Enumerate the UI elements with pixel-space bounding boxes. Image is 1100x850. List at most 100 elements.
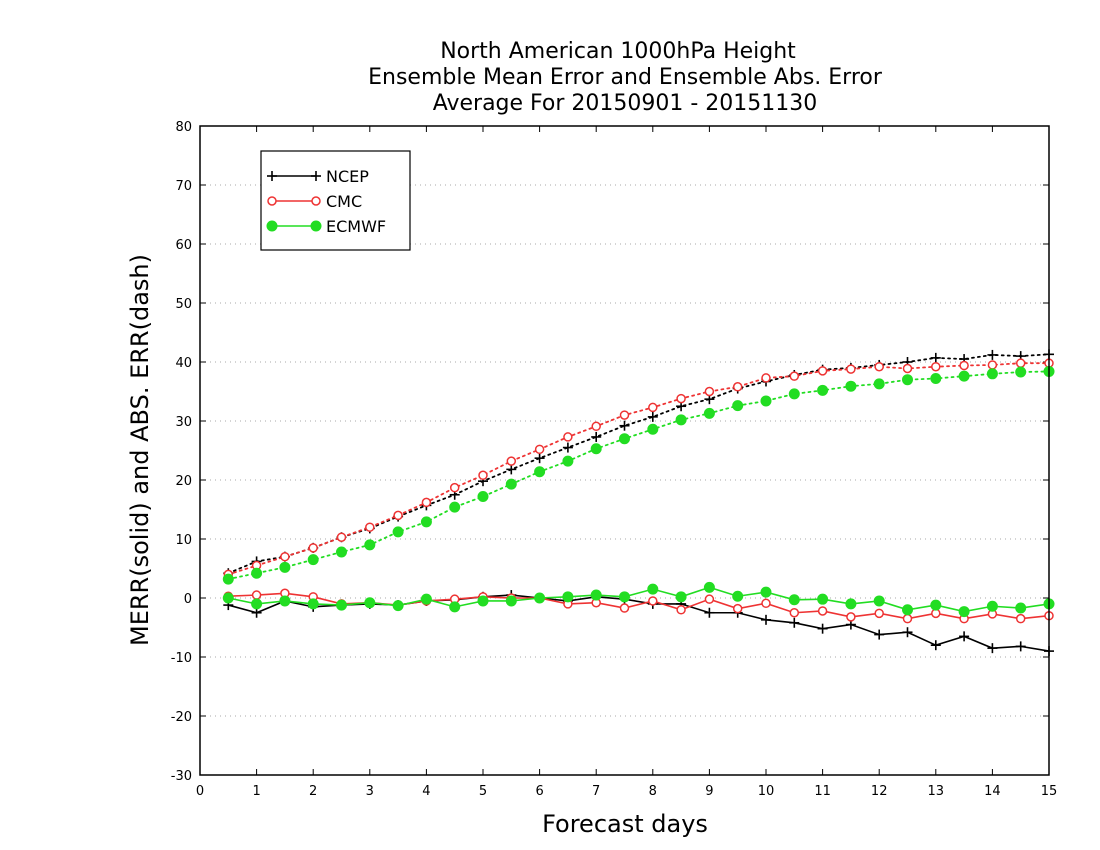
ecmwf-merr-point (760, 586, 772, 598)
ncep-abs-err-point (534, 453, 545, 464)
ncep-abs-err-point (987, 349, 998, 360)
cmc-abs-err-point (534, 444, 545, 455)
ecmwf-merr-point (788, 594, 800, 606)
ncep-merr-point (874, 629, 885, 640)
ecmwf-abs-err-point (873, 378, 885, 390)
x-tick-label: 5 (479, 784, 487, 799)
gridlines (200, 184, 1049, 717)
cmc-merr-point (251, 590, 262, 600)
legend-item-ncep: NCEP (267, 167, 369, 186)
ncep-merr-point (930, 640, 941, 651)
ncep-merr-point (761, 614, 771, 625)
ncep-abs-err-line (227, 353, 1050, 575)
plot-frame (199, 125, 1050, 776)
ecmwf-merr-point (279, 595, 291, 607)
ecmwf-abs-err-point (845, 380, 857, 392)
y-tick-label: 0 (184, 592, 192, 607)
ecmwf-merr-point (873, 595, 885, 607)
ncep-merr-point (704, 607, 715, 618)
cmc-abs-err-point (902, 363, 913, 374)
cmc-merr-point (648, 596, 658, 606)
x-axis-label: Forecast days (542, 810, 708, 838)
ecmwf-abs-err-point (505, 478, 517, 490)
series-group (222, 349, 1055, 657)
cmc-abs-err-point (336, 532, 347, 542)
cmc-abs-err-point (704, 386, 715, 397)
x-tick-label: 6 (535, 784, 543, 799)
ecmwf-merr-point (222, 592, 234, 604)
ecmwf-abs-err-point (251, 567, 263, 579)
legend-label-ecmwf: ECMWF (326, 217, 386, 236)
ecmwf-abs-err-point (647, 423, 659, 435)
x-tick-label: 13 (928, 784, 945, 799)
series-cmc (223, 358, 1054, 624)
ecmwf-abs-err-point (986, 368, 998, 380)
ecmwf-abs-err-point (279, 561, 291, 573)
cmc-abs-err-point (280, 551, 290, 562)
ecmwf-abs-err-point (336, 546, 347, 558)
x-tick-label: 1 (252, 784, 260, 799)
ecmwf-abs-err-point (392, 526, 404, 538)
cmc-merr-point (704, 594, 715, 604)
ecmwf-merr-point (336, 599, 347, 611)
title-line-1: North American 1000hPa Height (440, 39, 796, 64)
y-tick-label: 50 (175, 297, 192, 312)
legend-item-ecmwf: ECMWF (266, 217, 386, 236)
ncep-abs-err-point (506, 464, 517, 475)
ecmwf-abs-err-point (902, 374, 913, 386)
cmc-abs-err-point (365, 522, 375, 532)
ecmwf-merr-point (986, 600, 998, 612)
cmc-abs-err-point (1015, 358, 1026, 368)
cmc-abs-err-point (874, 361, 884, 372)
ecmwf-merr-point (619, 591, 630, 603)
ecmwf-abs-err-point (562, 455, 574, 467)
cmc-abs-err-point (308, 543, 318, 553)
ncep-merr-point (902, 627, 913, 638)
ncep-merr-point (1015, 641, 1026, 652)
ecmwf-abs-err-point (307, 554, 319, 566)
ecmwf-abs-err-point (534, 466, 546, 478)
cmc-merr-point (676, 605, 686, 615)
ecmwf-abs-err-point (930, 373, 942, 385)
ecmwf-merr-point (590, 589, 602, 601)
ncep-merr-point (817, 623, 828, 634)
y-axis-label: MERR(solid) and ABS. ERR(dash) (126, 254, 154, 646)
ncep-merr-point (789, 617, 800, 628)
ncep-abs-err-point (647, 411, 658, 422)
cmc-abs-err-point (449, 482, 460, 493)
ecmwf-merr-point (505, 595, 517, 607)
cmc-abs-err-point (789, 371, 800, 381)
y-tick-label: 30 (175, 415, 192, 430)
ecmwf-abs-err-point (222, 573, 234, 585)
x-tick-label: 7 (592, 784, 600, 799)
ecmwf-merr-point (420, 593, 432, 605)
ecmwf-abs-err-point (1015, 366, 1027, 378)
y-tick-label: -10 (171, 651, 192, 666)
ecmwf-abs-err-point (732, 400, 744, 412)
ecmwf-abs-err-point (788, 388, 800, 400)
title-line-3: Average For 20150901 - 20151130 (433, 91, 818, 116)
ecmwf-merr-point (958, 606, 970, 618)
ecmwf-merr-point (477, 595, 489, 607)
ecmwf-abs-err-point (590, 443, 602, 455)
y-tick-label: 60 (175, 238, 192, 253)
y-tick-label: 20 (175, 474, 192, 489)
ecmwf-abs-err-point (449, 501, 461, 513)
ecmwf-merr-point (364, 597, 376, 609)
ecmwf-merr-point (902, 604, 913, 616)
legend: NCEP CMC ECMWF (260, 150, 411, 251)
cmc-merr-point (619, 603, 630, 613)
ncep-merr-point (987, 643, 998, 654)
cmc-abs-err-point (421, 497, 432, 508)
cmc-merr-point (846, 612, 856, 622)
cmc-abs-err-point (619, 410, 630, 420)
ecmwf-merr-line (228, 586, 1050, 613)
series-ncep (223, 349, 1054, 657)
legend-marker-cmc (267, 196, 277, 206)
ecmwf-merr-point (647, 583, 659, 595)
x-tick-label: 15 (1041, 784, 1058, 799)
ecmwf-merr-point (930, 599, 942, 611)
series-ecmwf (222, 365, 1055, 618)
ncep-abs-err-point (619, 420, 630, 431)
